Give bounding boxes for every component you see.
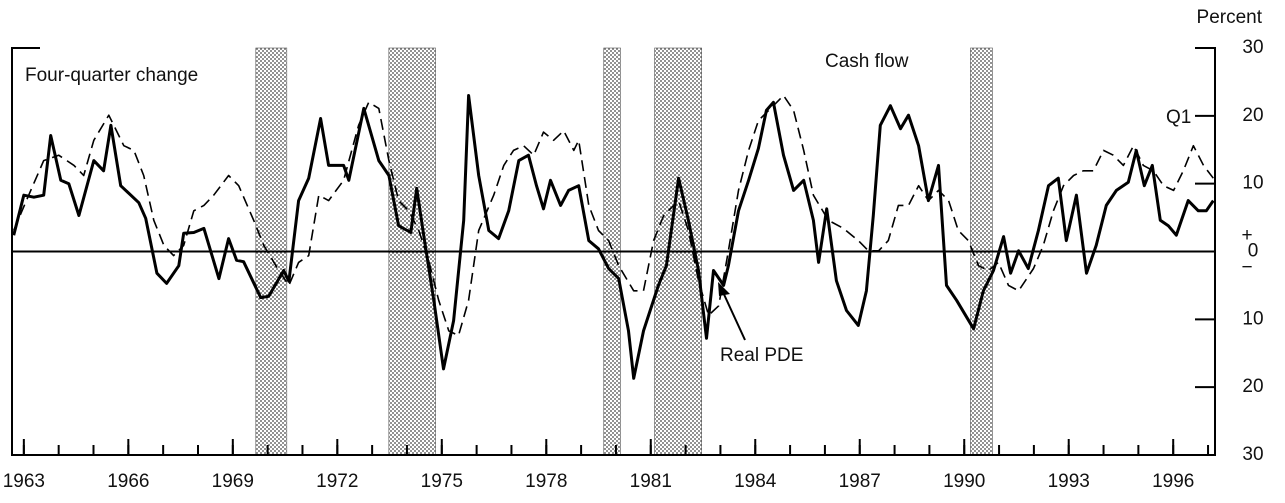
x-tick-label: 1978 [525, 471, 567, 492]
y-tick-label: 0 [1248, 241, 1259, 262]
subtitle: Four-quarter change [25, 65, 198, 86]
y-axis-label: Percent [1197, 7, 1263, 28]
y-tick-label: 10 [1242, 308, 1263, 329]
real-pde-label: Real PDE [720, 345, 803, 366]
x-tick-label: 1966 [107, 471, 149, 492]
plus-sign: + [1241, 225, 1252, 246]
series-line [12, 94, 1214, 337]
arrow [721, 289, 746, 341]
x-tick-label: 1975 [421, 471, 463, 492]
x-tick-label: 1990 [943, 471, 985, 492]
x-tick-label: 1963 [3, 471, 45, 492]
series-line [12, 94, 1215, 380]
y-tick-label: 10 [1242, 173, 1263, 194]
x-tick-label: 1996 [1152, 471, 1194, 492]
x-tick-label: 1993 [1048, 471, 1090, 492]
minus-sign: − [1241, 257, 1252, 278]
y-tick-label: 20 [1242, 376, 1263, 397]
x-tick-label: 1981 [630, 471, 672, 492]
y-tick-label: 30 [1242, 37, 1263, 58]
cash-flow-label: Cash flow [825, 51, 909, 72]
x-tick-label: 1972 [316, 471, 358, 492]
q1-label: Q1 [1166, 107, 1191, 128]
y-tick-label: 30 [1242, 444, 1263, 465]
x-tick-label: 1969 [212, 471, 254, 492]
y-tick-label: 20 [1242, 105, 1263, 126]
x-tick-label: 1987 [839, 471, 881, 492]
x-tick-label: 1984 [734, 471, 777, 492]
recession-bands [255, 47, 993, 456]
